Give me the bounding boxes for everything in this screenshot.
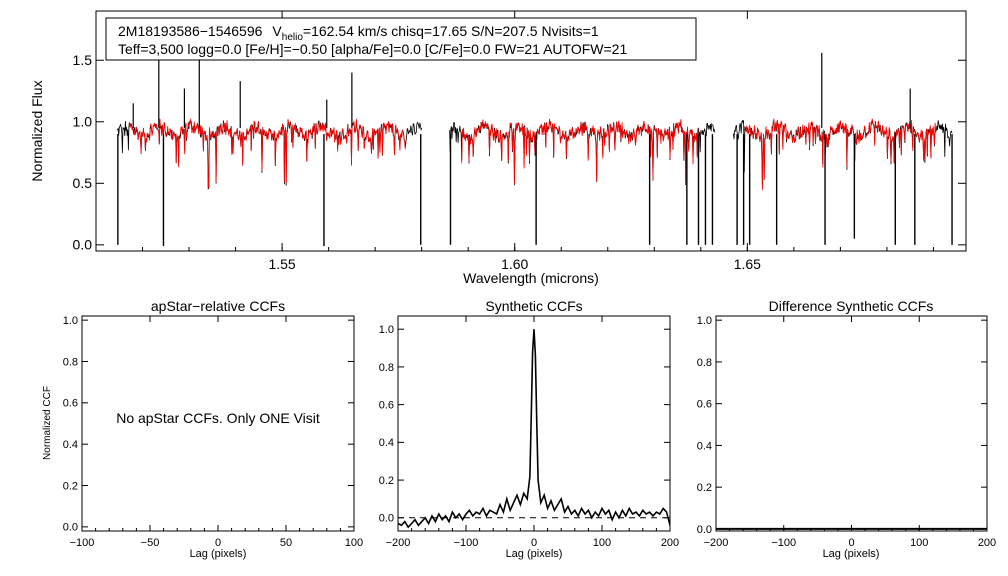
- y-tick-label: 0.0: [697, 524, 712, 536]
- x-tick-label: 1.65: [734, 256, 761, 272]
- x-tick-label: 100: [593, 537, 611, 549]
- apstar-ccf-panel: apStar−relative CCFs −100 −50 0 50 100 0.0 0.2…: [42, 298, 363, 560]
- x-tick-label: 1.55: [268, 256, 295, 272]
- synthetic-ccf-ticks: −200 −100 0 100 200 0.0 0.2 0.4 0.6 0.8 1.0: [379, 316, 679, 549]
- synthetic-spectrum-line: [745, 118, 937, 191]
- difference-ccf-ticks: −200 −100 0 100 200 0.0 0.2 0.4 0.6 0.8 1.0: [697, 315, 996, 549]
- y-tick-label: 0.8: [697, 357, 712, 369]
- spectrum-info-line1: 2M18193586−1546596 Vhelio=162.54 km/s chi…: [118, 23, 599, 43]
- y-tick-label: 0.2: [697, 482, 712, 494]
- y-tick-label: 1.0: [697, 315, 712, 327]
- y-tick-label: 0.2: [63, 480, 78, 492]
- synthetic-ccf-panel: Synthetic CCFs −200 −100 0 100 200 0.0 0.2 0.4 0…: [379, 298, 679, 560]
- spectrum-ticks: 1.55 1.60 1.65 0.0 0.5 1.0 1.5: [73, 11, 966, 272]
- y-tick-label: 1.5: [73, 52, 93, 68]
- x-tick-label: 0: [215, 537, 221, 549]
- apstar-ccf-ylabel: Normalized CCF: [42, 386, 53, 460]
- synthetic-ccf-plot-area: [398, 329, 670, 529]
- y-tick-label: 0.6: [63, 398, 78, 410]
- apstar-ccf-title: apStar−relative CCFs: [151, 298, 285, 314]
- y-tick-label: 1.0: [63, 315, 78, 327]
- vhelio-subscript: helio: [282, 32, 304, 43]
- y-tick-label: 0.6: [379, 399, 394, 411]
- y-tick-label: 0.5: [73, 175, 93, 191]
- x-tick-label: 100: [910, 537, 928, 549]
- synthetic-ccf-line: [398, 329, 670, 529]
- difference-ccf-title: Difference Synthetic CCFs: [769, 298, 934, 314]
- difference-ccf-xlabel: Lag (pixels): [823, 548, 880, 560]
- spectrum-panel: 1.55 1.60 1.65 0.0 0.5 1.0 1.5 Wavelength (mic…: [29, 10, 967, 286]
- apstar-ccf-annotation: No apStar CCFs. Only ONE Visit: [116, 410, 320, 426]
- synthetic-spectrum-line: [128, 118, 406, 189]
- x-tick-label: −50: [141, 537, 160, 549]
- spectrum-axes-frame: [95, 10, 967, 252]
- x-tick-label: 50: [280, 537, 292, 549]
- vhelio-label: V: [272, 23, 282, 39]
- x-tick-label: −200: [704, 537, 729, 549]
- spectrum-info-box: [105, 17, 697, 61]
- star-id: 2M18193586−1546596: [118, 23, 263, 39]
- y-tick-label: 0.2: [379, 475, 394, 487]
- spectrum-plot-area: [116, 47, 953, 247]
- x-tick-label: 1.60: [501, 256, 528, 272]
- y-tick-label: 1.0: [379, 324, 394, 336]
- x-tick-label: 0: [848, 537, 854, 549]
- x-tick-label: −100: [70, 537, 95, 549]
- spectrum-ylabel: Normalized Flux: [29, 80, 45, 181]
- spectrum-info-line2: Teff=3,500 logg=0.0 [Fe/H]=−0.50 [alpha/…: [118, 41, 627, 57]
- x-tick-label: −200: [386, 537, 411, 549]
- y-tick-label: 0.0: [73, 237, 93, 253]
- y-tick-label: 0.6: [697, 399, 712, 411]
- x-tick-label: 0: [531, 537, 537, 549]
- y-tick-label: 0.0: [379, 513, 394, 525]
- difference-ccf-panel: Difference Synthetic CCFs −200 −100 0 100 20…: [697, 298, 996, 560]
- x-tick-label: 100: [345, 537, 363, 549]
- x-tick-label: 200: [661, 537, 679, 549]
- y-tick-label: 1.0: [73, 114, 93, 130]
- synthetic-ccf-xlabel: Lag (pixels): [506, 548, 563, 560]
- y-tick-label: 0.4: [63, 439, 78, 451]
- spectrum-xlabel: Wavelength (microns): [463, 270, 599, 286]
- x-tick-label: −100: [771, 537, 796, 549]
- y-tick-label: 0.4: [379, 437, 394, 449]
- y-tick-label: 0.0: [63, 522, 78, 534]
- apstar-ccf-xlabel: Lag (pixels): [190, 548, 247, 560]
- x-tick-label: −100: [454, 537, 479, 549]
- y-tick-label: 0.8: [63, 356, 78, 368]
- x-tick-label: 200: [978, 537, 996, 549]
- info-line1-values: =162.54 km/s chisq=17.65 S/N=207.5 Nvisi…: [303, 23, 599, 39]
- apstar-ccf-ticks: −100 −50 0 50 100 0.0 0.2 0.4 0.6 0.8 1.0: [63, 315, 363, 549]
- y-tick-label: 0.8: [379, 362, 394, 374]
- synthetic-spectrum-line: [461, 118, 699, 185]
- synthetic-ccf-title: Synthetic CCFs: [485, 298, 582, 314]
- y-tick-label: 0.4: [697, 440, 712, 452]
